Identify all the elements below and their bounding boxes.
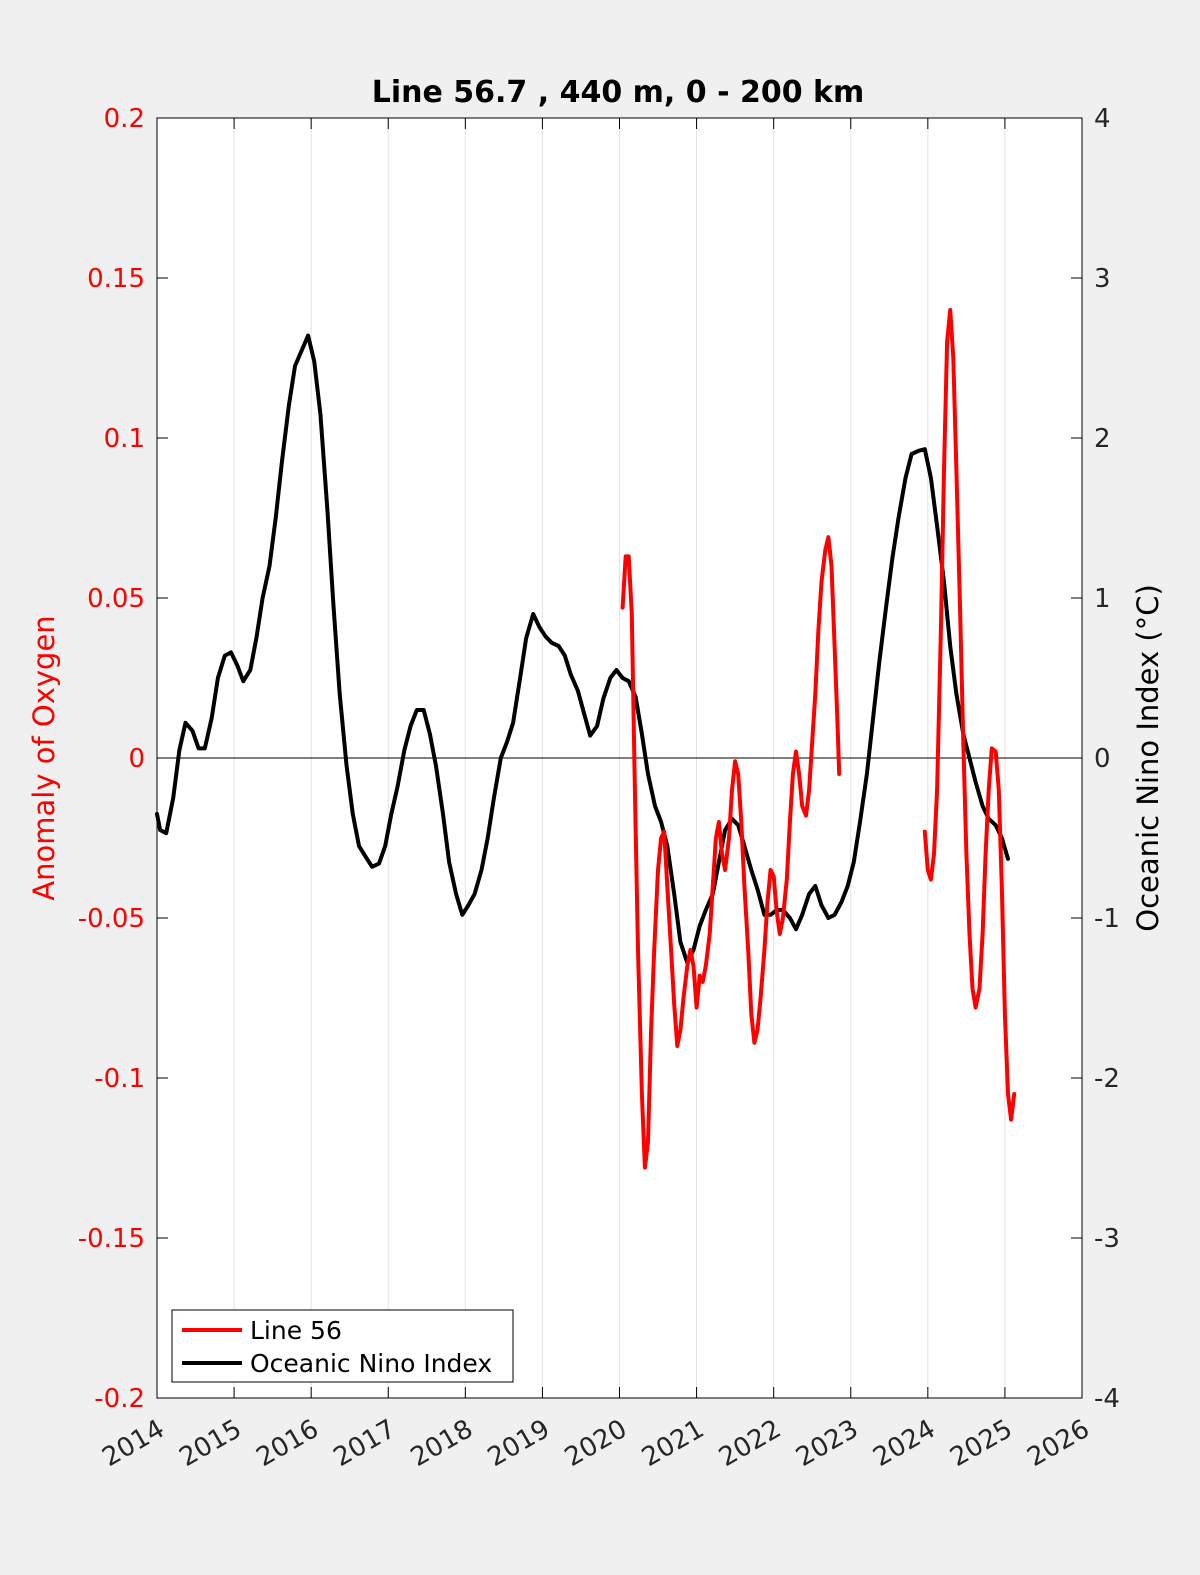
series-line56-segment-0 — [620, 535, 842, 1170]
series-oni-segment-0 — [155, 333, 1010, 965]
y-right-tick-label: 4 — [1094, 104, 1111, 134]
y-left-tick-label: 0.2 — [104, 104, 145, 134]
left-axis: 0.2 0.15 0.1 0.05 0 -0.05 -0.1 -0.15 -0.2 — [78, 104, 168, 1414]
left-axis-label: Anomaly of Oxygen — [27, 615, 61, 900]
legend-label-line56: Line 56 — [250, 1316, 342, 1345]
y-left-tick-label: -0.2 — [94, 1384, 145, 1414]
y-right-tick-label: 3 — [1094, 264, 1111, 294]
y-right-tick-label: 1 — [1094, 584, 1111, 614]
y-left-tick-label: 0.05 — [87, 584, 145, 614]
right-axis-label: Oceanic Nino Index (°C) — [1131, 584, 1165, 932]
legend-box — [171, 1309, 514, 1383]
series-line56-segment-1 — [922, 308, 1017, 1122]
y-right-tick-label: -3 — [1094, 1224, 1120, 1254]
legend: Line 56 Oceanic Nino Index — [171, 1309, 514, 1383]
y-right-tick-label: -1 — [1094, 904, 1120, 934]
y-right-tick-label: -2 — [1094, 1064, 1120, 1094]
right-axis: 4 3 2 1 0 -1 -2 -3 -4 — [1071, 104, 1120, 1414]
series-layer — [155, 308, 1017, 1170]
y-left-tick-label: -0.05 — [78, 904, 145, 934]
y-left-tick-label: 0 — [128, 744, 145, 774]
y-right-tick-label: -4 — [1094, 1384, 1120, 1414]
y-left-tick-label: 0.15 — [87, 264, 145, 294]
chart-title: Line 56.7 , 440 m, 0 - 200 km — [372, 75, 865, 110]
legend-label-oni: Oceanic Nino Index — [250, 1349, 492, 1378]
y-right-tick-label: 0 — [1094, 744, 1111, 774]
y-left-tick-label: 0.1 — [104, 424, 145, 454]
y-left-tick-label: -0.1 — [94, 1064, 145, 1094]
y-left-tick-label: -0.15 — [78, 1224, 145, 1254]
y-right-tick-label: 2 — [1094, 424, 1111, 454]
